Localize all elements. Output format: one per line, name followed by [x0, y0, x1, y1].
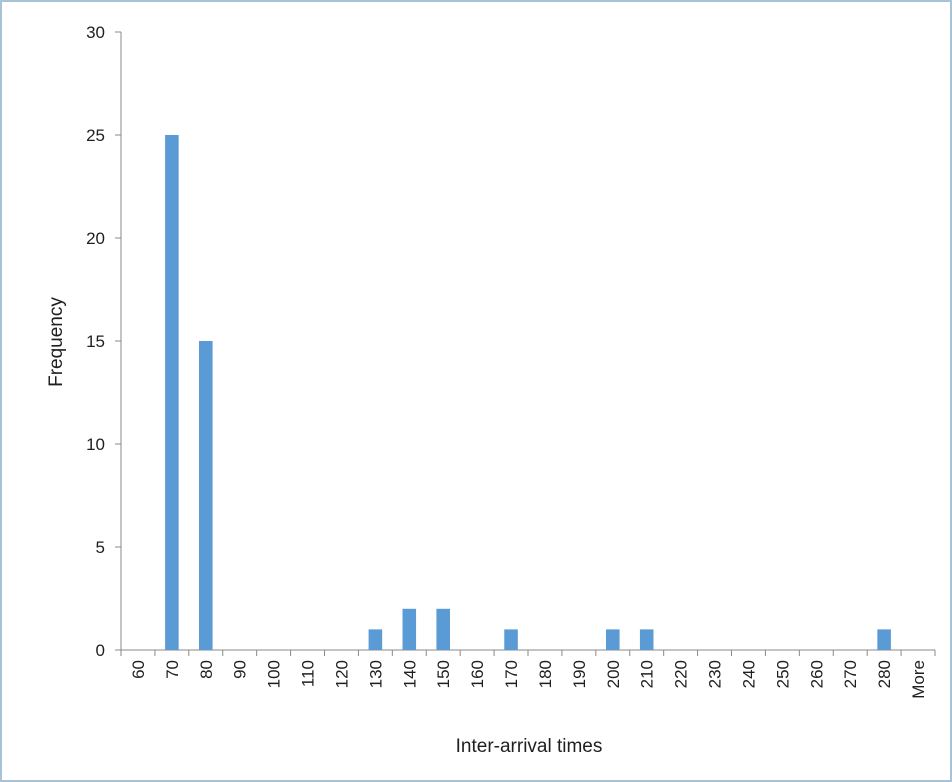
x-tick-label: 60	[129, 660, 148, 679]
x-tick-label: 140	[400, 660, 419, 688]
bar	[402, 608, 417, 650]
x-tick-label: 130	[366, 660, 385, 688]
x-tick-label: 150	[434, 660, 453, 688]
x-axis-title: Inter-arrival times	[456, 736, 603, 757]
x-tick-label: 200	[604, 660, 623, 688]
x-tick-label: 120	[332, 660, 351, 688]
y-axis-title: Frequency	[46, 297, 67, 387]
y-tick-label: 30	[86, 23, 105, 42]
x-tick-label: 260	[807, 660, 826, 688]
bar	[877, 629, 891, 650]
x-tick-label: 220	[672, 660, 691, 688]
bar	[368, 629, 383, 650]
x-tick-label: 160	[468, 660, 487, 688]
y-tick-label: 0	[96, 641, 105, 660]
x-tick-label: More	[909, 660, 928, 699]
x-tick-label: 100	[265, 660, 284, 688]
y-tick-label: 5	[96, 538, 105, 557]
x-tick-label: 250	[773, 660, 792, 688]
y-tick-label: 25	[86, 126, 105, 145]
bar	[639, 629, 654, 650]
bar	[606, 629, 620, 650]
x-tick-label: 230	[706, 660, 725, 688]
x-tick-label: 110	[299, 660, 318, 687]
bar	[165, 135, 179, 650]
x-tick-label: 80	[197, 660, 216, 679]
x-tick-label: 70	[163, 660, 182, 679]
x-tick-label: 280	[875, 660, 894, 688]
bar	[504, 629, 518, 650]
y-tick-label: 15	[86, 332, 105, 351]
bar	[436, 608, 450, 650]
x-tick-label: 90	[231, 660, 250, 679]
x-tick-label: 240	[739, 660, 758, 688]
y-tick-label: 10	[86, 435, 105, 454]
x-tick-label: 210	[638, 660, 657, 688]
bar	[199, 341, 213, 650]
plot-area: 0 5 10 15 20 25 30 60 70 80 90 100 110 120 130 140 150 16…	[86, 23, 936, 699]
y-tick-label: 20	[86, 229, 105, 248]
x-tick-label: 170	[502, 660, 521, 688]
x-tick-label: 180	[536, 660, 555, 688]
x-tick-label: 190	[570, 660, 589, 688]
x-tick-label: 270	[841, 660, 860, 688]
